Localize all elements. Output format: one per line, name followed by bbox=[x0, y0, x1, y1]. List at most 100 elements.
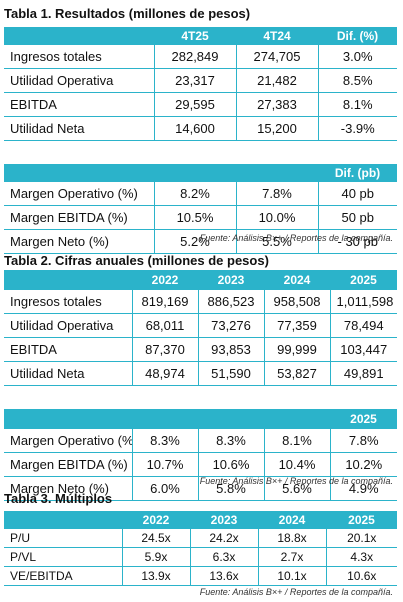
spacer-cell bbox=[132, 386, 198, 410]
table2-source: Fuente: Análisis B×+ / Reportes de la co… bbox=[199, 476, 393, 486]
table-header-row: 4T25 4T24 Dif. (%) bbox=[4, 27, 397, 45]
table-cell: 7.8% bbox=[235, 182, 318, 206]
table-cell: 29,595 bbox=[153, 92, 236, 117]
column-header: 2025 bbox=[330, 409, 397, 429]
column-header bbox=[4, 511, 122, 529]
table-cell: 49,891 bbox=[329, 361, 397, 386]
column-header: Dif. (pb) bbox=[318, 164, 397, 182]
table-row: EBITDA 29,595 27,383 8.1% bbox=[4, 92, 397, 117]
table-cell: 10.2% bbox=[329, 452, 397, 477]
spacer-cell bbox=[330, 386, 397, 410]
table-cell: 73,276 bbox=[197, 313, 264, 338]
spacer-cell bbox=[154, 141, 236, 165]
table1-body: 4T25 4T24 Dif. (%) Ingresos totales 282,849 2… bbox=[4, 27, 397, 254]
column-header: 2023 bbox=[190, 511, 258, 529]
row-label: EBITDA bbox=[4, 92, 154, 117]
table-cell: 53,827 bbox=[263, 361, 330, 386]
column-header: 4T25 bbox=[154, 27, 236, 45]
table-cell: 10.0% bbox=[235, 205, 318, 230]
table-cell: 103,447 bbox=[329, 337, 397, 362]
table-cell: 77,359 bbox=[263, 313, 330, 338]
table-cell: 8.1% bbox=[317, 92, 397, 117]
spacer-row bbox=[4, 141, 397, 165]
table-cell: 10.6x bbox=[325, 566, 397, 586]
table2-title: Tabla 2. Cifras anuales (millones de pes… bbox=[4, 253, 269, 268]
column-header: 2024 bbox=[264, 270, 330, 290]
table-cell: 8.3% bbox=[131, 429, 198, 453]
table-cell: 8.3% bbox=[197, 429, 264, 453]
spacer-cell bbox=[198, 386, 264, 410]
column-header bbox=[4, 27, 154, 45]
table-cell: 5.8% bbox=[197, 476, 264, 501]
row-label: Utilidad Operativa bbox=[4, 313, 132, 338]
table-cell: 5.5% bbox=[235, 229, 318, 254]
table-cell: 51,590 bbox=[197, 361, 264, 386]
table-cell: 958,508 bbox=[263, 290, 330, 314]
column-header: 4T24 bbox=[236, 27, 318, 45]
table-cell: 13.6x bbox=[189, 566, 258, 586]
row-label: Margen EBITDA (%) bbox=[4, 452, 132, 477]
table-cell: 274,705 bbox=[235, 45, 318, 69]
column-header bbox=[264, 409, 330, 429]
table-row: Margen Neto (%) 5.2% 5.5% - 30 pb bbox=[4, 229, 397, 254]
column-header bbox=[198, 409, 264, 429]
table-header-row: 2025 bbox=[4, 409, 397, 429]
column-header: 2022 bbox=[132, 270, 198, 290]
spacer-row bbox=[4, 386, 397, 410]
table-header-row: Dif. (pb) bbox=[4, 164, 397, 182]
row-label: Utilidad Neta bbox=[4, 116, 154, 141]
table-row: Margen Operativo (%) 8.2% 7.8% 40 pb bbox=[4, 182, 397, 206]
table-cell: 40 pb bbox=[317, 182, 397, 206]
column-header bbox=[154, 164, 236, 182]
table-cell: 27,383 bbox=[235, 92, 318, 117]
table3-body: 2022 2023 2024 2025 P/U 24.5x 24.2x 18.8x 20.1x P… bbox=[4, 511, 397, 586]
row-label: Utilidad Neta bbox=[4, 361, 132, 386]
spacer-cell bbox=[264, 386, 330, 410]
column-header bbox=[4, 270, 132, 290]
row-label: Ingresos totales bbox=[4, 290, 132, 314]
table-cell: 886,523 bbox=[197, 290, 264, 314]
table-cell: - 30 pb bbox=[317, 229, 397, 254]
table1-title: Tabla 1. Resultados (millones de pesos) bbox=[4, 6, 251, 21]
table-cell: 6.0% bbox=[131, 476, 198, 501]
table3-multiples: 2022 2023 2024 2025 P/U 24.5x 24.2x 18.8x 20.1x P… bbox=[4, 511, 397, 586]
table-cell: 2.7x bbox=[257, 547, 326, 567]
table-row: Margen Neto (%) 6.0% 5.8% 5.6% 4.9% bbox=[4, 476, 397, 501]
column-header: 2025 bbox=[326, 511, 397, 529]
table-cell: 8.2% bbox=[153, 182, 236, 206]
table-cell: 15,200 bbox=[235, 116, 318, 141]
table-cell: 819,169 bbox=[131, 290, 198, 314]
table-cell: 7.8% bbox=[329, 429, 397, 453]
row-label: Margen Neto (%) bbox=[4, 229, 154, 254]
table-cell: 10.7% bbox=[131, 452, 198, 477]
table-cell: 13.9x bbox=[121, 566, 190, 586]
table-cell: 87,370 bbox=[131, 337, 198, 362]
table-cell: 8.5% bbox=[317, 68, 397, 93]
table3-title: Tabla 3. Múltiplos bbox=[4, 491, 113, 506]
table-row: Utilidad Neta 14,600 15,200 -3.9% bbox=[4, 116, 397, 141]
row-label: Ingresos totales bbox=[4, 45, 154, 69]
table-cell: 5.6% bbox=[263, 476, 330, 501]
table-cell: 78,494 bbox=[329, 313, 397, 338]
table-header-row: 2022 2023 2024 2025 bbox=[4, 270, 397, 290]
table-cell: 50 pb bbox=[317, 205, 397, 230]
table1-source: Fuente: Análisis B×+ / Reportes de la co… bbox=[199, 233, 393, 243]
column-header bbox=[4, 164, 154, 182]
table-row: Margen EBITDA (%) 10.5% 10.0% 50 pb bbox=[4, 205, 397, 230]
row-label: Margen Operativo (%) bbox=[4, 429, 132, 453]
row-label: P/U bbox=[4, 529, 122, 548]
row-label: Margen Operativo (%) bbox=[4, 182, 154, 206]
table-cell: 10.5% bbox=[153, 205, 236, 230]
table-cell: 282,849 bbox=[153, 45, 236, 69]
table-cell: 21,482 bbox=[235, 68, 318, 93]
column-header bbox=[132, 409, 198, 429]
table-row: EBITDA 87,370 93,853 99,999 103,447 bbox=[4, 337, 397, 362]
column-header: 2024 bbox=[258, 511, 326, 529]
table-row: VE/EBITDA 13.9x 13.6x 10.1x 10.6x bbox=[4, 566, 397, 586]
table-cell: 18.8x bbox=[257, 529, 326, 548]
row-label: VE/EBITDA bbox=[4, 566, 122, 586]
table-cell: 3.0% bbox=[317, 45, 397, 69]
table-header-row: 2022 2023 2024 2025 bbox=[4, 511, 397, 529]
row-label: P/VL bbox=[4, 547, 122, 567]
spacer-cell bbox=[236, 141, 318, 165]
